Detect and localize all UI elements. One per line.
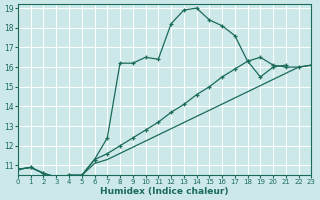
- X-axis label: Humidex (Indice chaleur): Humidex (Indice chaleur): [100, 187, 229, 196]
